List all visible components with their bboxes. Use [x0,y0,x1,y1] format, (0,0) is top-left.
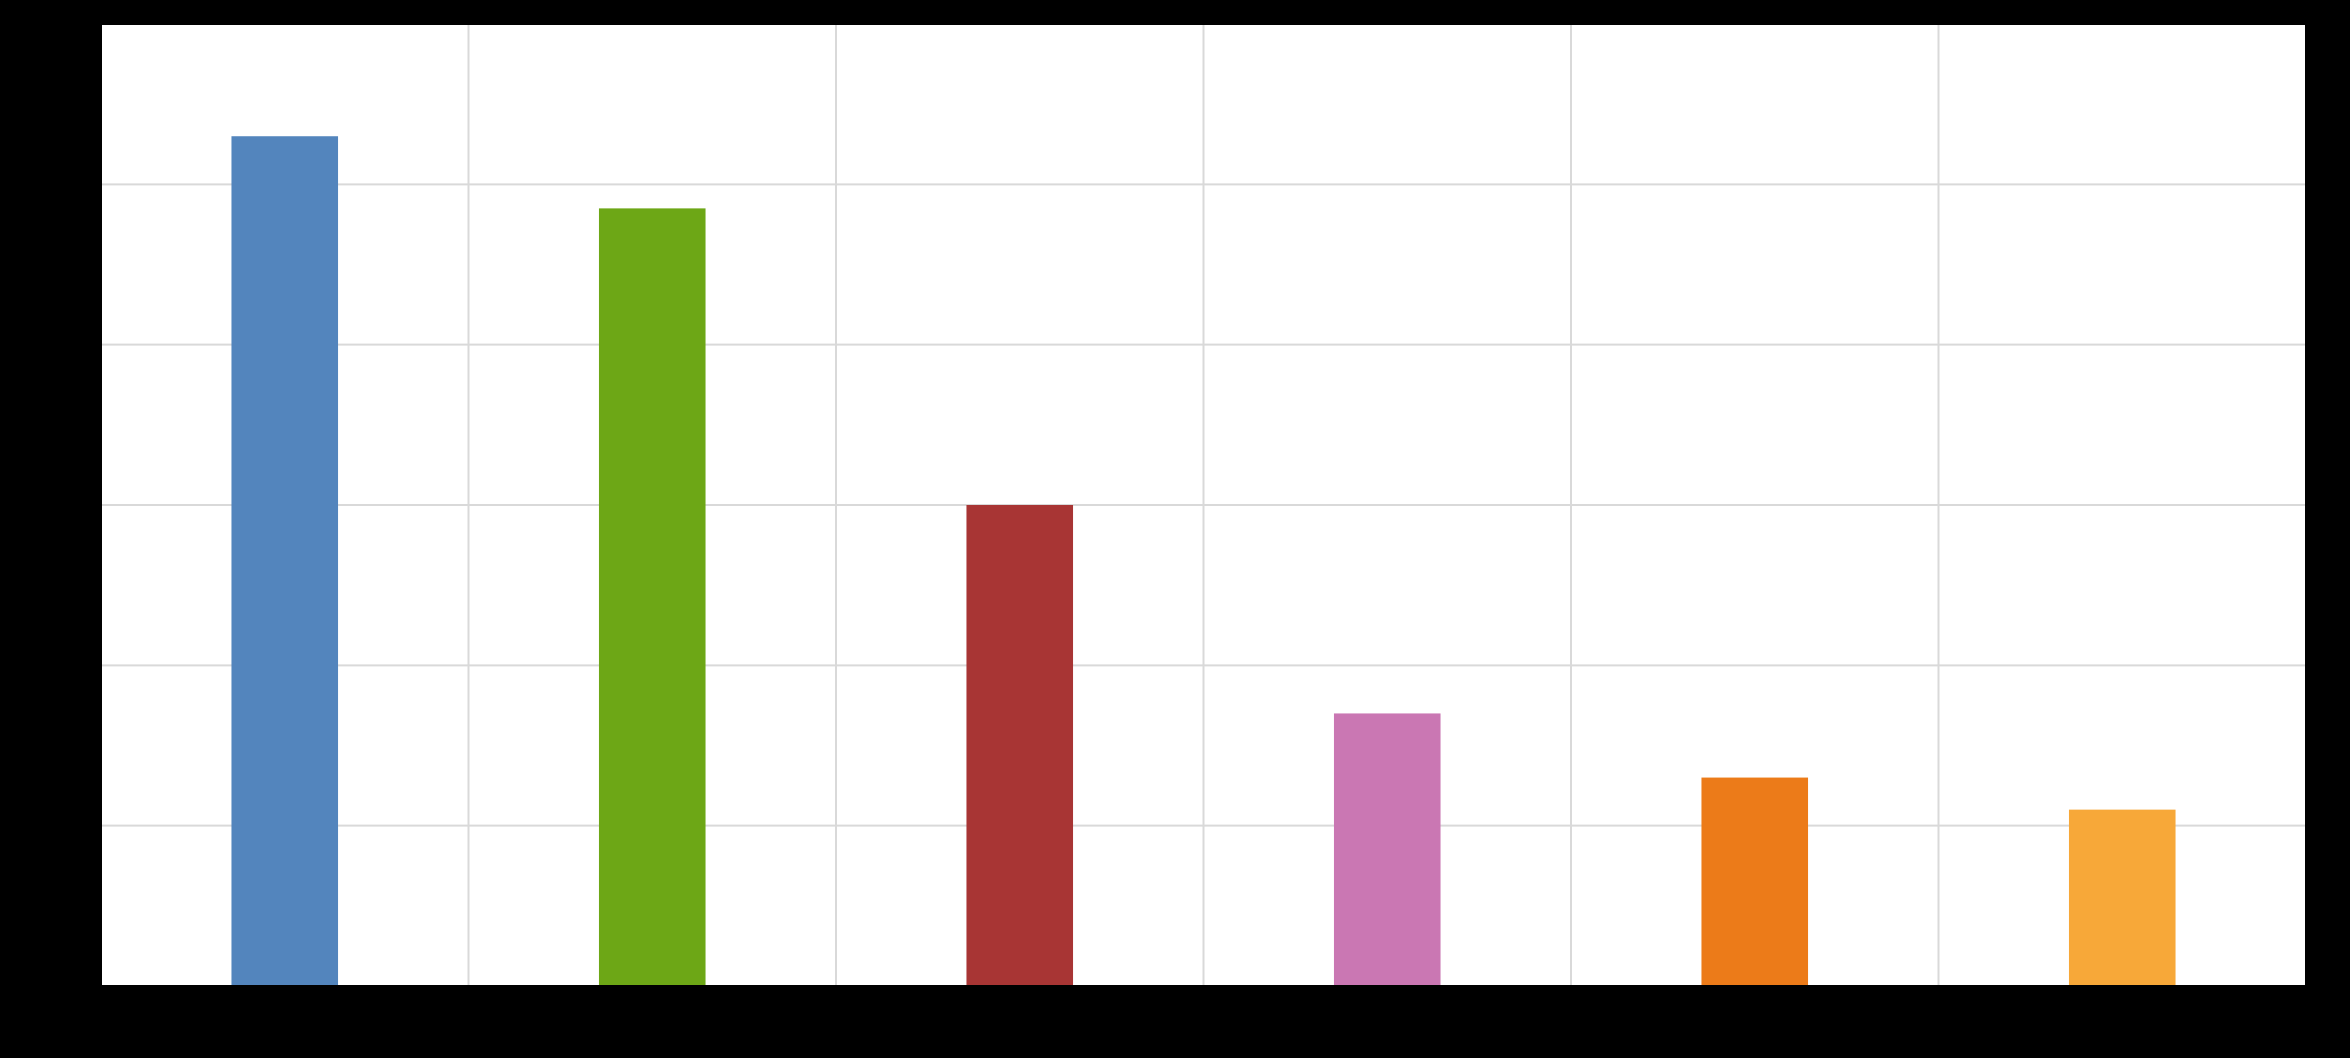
bar [966,505,1073,986]
bar [1334,713,1441,986]
bar [1701,778,1808,986]
chart-container [0,0,2350,1058]
bar [231,136,338,986]
bar-chart [0,0,2350,1058]
bar [599,208,706,986]
bar [2069,810,2176,986]
